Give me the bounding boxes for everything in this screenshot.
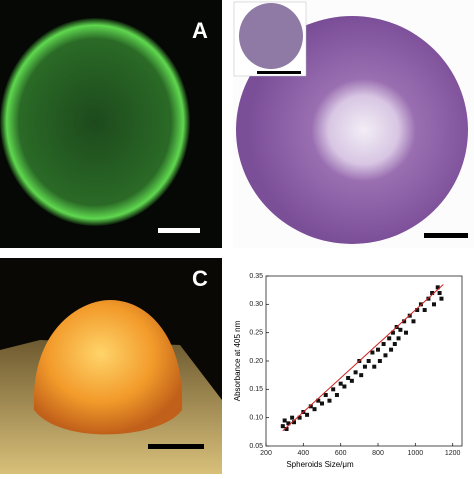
data-point	[398, 327, 403, 332]
scale-bar	[158, 228, 200, 233]
data-point	[286, 421, 291, 426]
y-tick-label: 0.15	[249, 386, 263, 393]
y-axis-label: Absorbance at 405 nm	[233, 320, 242, 401]
scatter-plot: Spheroids Size/μm Absorbance at 405 nm 0…	[233, 273, 463, 469]
data-point	[366, 359, 371, 363]
data-point	[284, 427, 289, 431]
data-point	[320, 401, 324, 406]
spheroid-3d	[33, 300, 183, 435]
data-point	[372, 364, 377, 369]
data-point	[308, 404, 313, 409]
data-point	[396, 336, 401, 341]
data-point	[370, 350, 375, 355]
y-tick-label: 0.30	[249, 301, 263, 308]
inset-section	[239, 3, 303, 69]
data-point	[411, 319, 416, 324]
x-axis-label: Spheroids Size/μm	[286, 460, 354, 469]
data-point	[346, 376, 351, 380]
data-point	[404, 330, 408, 335]
data-point	[305, 412, 310, 417]
x-tick-label: 1000	[408, 450, 424, 457]
data-point	[402, 319, 407, 324]
data-point	[290, 415, 295, 420]
data-point	[316, 398, 321, 403]
data-point	[282, 418, 287, 423]
fit-line	[282, 284, 444, 432]
x-tick-label: 600	[335, 450, 347, 457]
y-tick-label: 0.10	[249, 415, 263, 422]
data-point	[334, 393, 339, 397]
data-point	[292, 420, 296, 425]
x-tick-label: 200	[260, 450, 272, 457]
data-point	[353, 370, 358, 375]
data-point	[362, 364, 367, 369]
data-point	[439, 296, 444, 301]
x-tick-label: 400	[297, 450, 309, 457]
data-point	[422, 308, 427, 312]
data-point	[323, 393, 328, 397]
scale-bar	[424, 233, 468, 238]
data-point	[430, 291, 435, 295]
scale-bar	[148, 444, 204, 449]
data-point	[342, 384, 347, 389]
data-point	[392, 342, 397, 346]
data-point	[432, 302, 436, 307]
data-point	[338, 381, 343, 386]
data-point	[349, 378, 354, 383]
x-tick-label: 800	[372, 450, 384, 457]
panel-label: C	[192, 266, 208, 291]
y-tick-label: 0.05	[249, 443, 263, 450]
data-point	[435, 285, 440, 290]
data-point	[390, 330, 395, 335]
data-point	[387, 336, 392, 341]
spheroid-fluorescence	[0, 18, 190, 226]
data-point	[437, 291, 442, 295]
y-tick-label: 0.25	[249, 330, 263, 337]
y-tick-label: 0.20	[249, 358, 263, 365]
data-point	[383, 353, 388, 358]
x-tick-label: 1200	[445, 450, 461, 457]
data-point	[389, 347, 394, 352]
data-point	[312, 407, 317, 412]
data-point	[415, 308, 420, 312]
data-point	[377, 359, 382, 363]
data-point	[327, 398, 332, 403]
scale-bar	[257, 71, 301, 74]
data-point	[376, 347, 380, 352]
data-point	[381, 342, 386, 346]
data-point	[331, 387, 336, 392]
y-tick-label: 0.35	[249, 273, 263, 280]
data-point	[359, 373, 364, 378]
data-point	[297, 415, 302, 420]
panel-label: A	[192, 18, 208, 43]
data-point	[280, 424, 285, 429]
